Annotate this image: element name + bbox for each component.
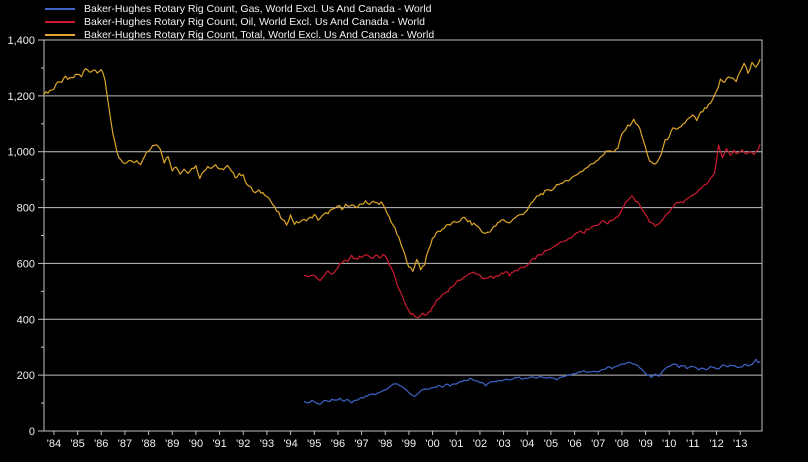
x-axis-tick-label: '02 <box>473 438 487 450</box>
x-axis-tick-label: '98 <box>378 438 392 450</box>
legend-label-oil: Baker-Hughes Rotary Rig Count, Oil, Worl… <box>84 16 425 28</box>
x-axis-tick-label: '09 <box>638 438 652 450</box>
total-line-swatch-icon <box>45 34 75 36</box>
legend-item-total: Baker-Hughes Rotary Rig Count, Total, Wo… <box>45 29 434 41</box>
legend-item-oil: Baker-Hughes Rotary Rig Count, Oil, Worl… <box>45 16 434 28</box>
x-axis-tick-label: '07 <box>591 438 605 450</box>
legend-label-total: Baker-Hughes Rotary Rig Count, Total, Wo… <box>84 29 435 41</box>
y-axis-tick-label: 1,400 <box>7 35 35 47</box>
x-axis-tick-label: '91 <box>212 438 226 450</box>
x-axis-tick-label: '96 <box>331 438 345 450</box>
x-axis-tick-label: '87 <box>118 438 132 450</box>
y-axis-tick-label: 1,000 <box>7 147 35 159</box>
y-axis-tick-label: 800 <box>17 203 35 215</box>
x-axis-tick-label: '86 <box>94 438 108 450</box>
y-axis-tick-label: 1,200 <box>7 91 35 103</box>
x-axis-tick-label: '97 <box>354 438 368 450</box>
x-axis-tick-label: '99 <box>402 438 416 450</box>
x-axis-tick-label: '11 <box>686 438 700 450</box>
y-axis-tick-label: 0 <box>29 426 35 438</box>
x-axis-tick-label: '10 <box>662 438 676 450</box>
legend-item-gas: Baker-Hughes Rotary Rig Count, Gas, Worl… <box>45 3 434 15</box>
series-line-gas <box>303 358 761 405</box>
y-axis-tick-label: 200 <box>17 370 35 382</box>
x-axis-tick-label: '85 <box>70 438 84 450</box>
x-axis-tick-label: '93 <box>260 438 274 450</box>
x-axis-tick-label: '06 <box>567 438 581 450</box>
x-axis-tick-label: '03 <box>496 438 510 450</box>
x-axis-tick-label: '13 <box>733 438 747 450</box>
x-axis-tick-label: '12 <box>709 438 723 450</box>
x-axis-tick-label: '94 <box>283 438 297 450</box>
x-axis-tick-label: '04 <box>520 438 534 450</box>
x-axis-tick-label: '01 <box>449 438 463 450</box>
x-axis-tick-label: '00 <box>425 438 439 450</box>
x-axis-tick-label: '05 <box>544 438 558 450</box>
oil-line-swatch-icon <box>45 21 75 23</box>
x-axis-tick-label: '88 <box>141 438 155 450</box>
x-axis-tick-label: '08 <box>615 438 629 450</box>
x-axis-tick-label: '89 <box>165 438 179 450</box>
gas-line-swatch-icon <box>45 8 75 10</box>
y-axis-tick-label: 400 <box>17 314 35 326</box>
chart-legend: Baker-Hughes Rotary Rig Count, Gas, Worl… <box>45 3 434 41</box>
y-axis-tick-label: 600 <box>17 258 35 270</box>
series-line-total <box>43 59 761 272</box>
x-axis-tick-label: '90 <box>189 438 203 450</box>
legend-label-gas: Baker-Hughes Rotary Rig Count, Gas, Worl… <box>84 3 432 15</box>
x-axis-tick-label: '84 <box>47 438 61 450</box>
series-line-oil <box>303 144 761 319</box>
x-axis-tick-label: '92 <box>236 438 250 450</box>
x-axis-tick-label: '95 <box>307 438 321 450</box>
plot-frame <box>43 39 763 432</box>
